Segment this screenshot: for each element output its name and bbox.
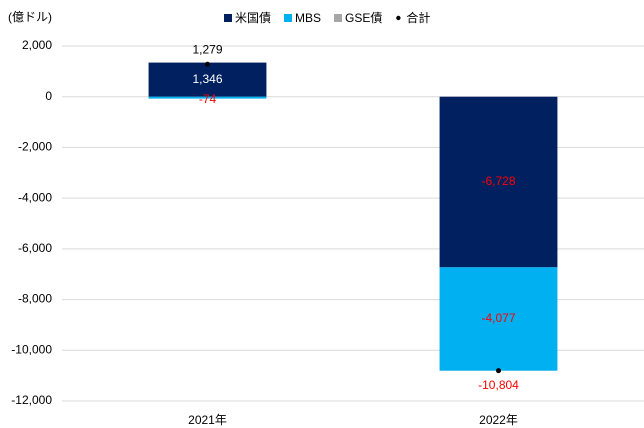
bar-segment	[439, 267, 558, 371]
legend-label: GSE債	[345, 10, 382, 25]
y-tick-label: -8,000	[18, 292, 52, 306]
bar-segment	[148, 62, 267, 97]
legend-swatch	[284, 14, 293, 22]
y-tick-label: 0	[45, 89, 52, 103]
y-tick-label: -10,000	[11, 342, 52, 356]
legend-label: MBS	[295, 11, 321, 25]
y-tick-label: -2,000	[18, 140, 52, 154]
data-label: 1,346	[192, 72, 222, 86]
legend-label: 米国債	[235, 10, 271, 25]
data-label: -4,077	[481, 311, 515, 325]
total-marker	[205, 61, 210, 67]
legend-label: 合計	[406, 10, 430, 25]
y-axis-label: (億ドル)	[8, 10, 52, 24]
total-marker	[496, 368, 501, 374]
total-label: 1,279	[192, 42, 222, 56]
total-label: -10,804	[478, 378, 519, 392]
legend-swatch	[334, 14, 343, 22]
y-tick-label: 2,000	[22, 38, 52, 52]
x-tick-label: 2021年	[188, 413, 227, 427]
legend-swatch	[396, 15, 401, 21]
y-tick-label: -12,000	[11, 393, 52, 407]
x-tick-label: 2022年	[479, 413, 518, 427]
data-label: -74	[199, 92, 217, 106]
bar-segment	[439, 96, 558, 268]
y-tick-label: -4,000	[18, 190, 52, 204]
bar-segment	[148, 96, 267, 99]
y-tick-label: -6,000	[18, 241, 52, 255]
data-label: -6,728	[481, 174, 515, 188]
legend-swatch	[224, 14, 232, 22]
